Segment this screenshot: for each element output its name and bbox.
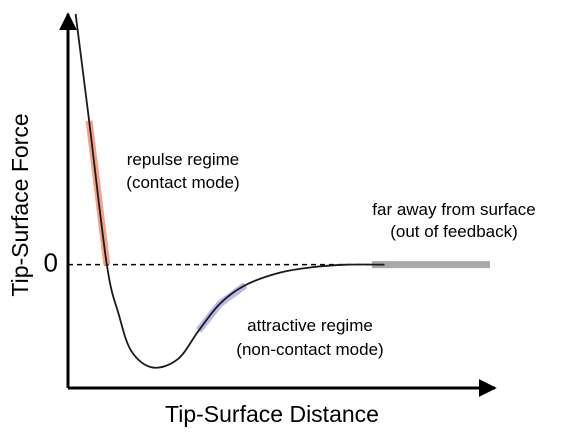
- x-axis-title: Tip-Surface Distance: [165, 401, 379, 427]
- force-curve: [74, 13, 385, 369]
- annotation-far-subtitle: (out of feedback): [390, 222, 518, 241]
- highlight-attractive-segment: [196, 282, 248, 333]
- y-axis-title: Tip-Surface Force: [7, 113, 33, 296]
- annotation-attractive-subtitle: (non-contact mode): [236, 340, 383, 359]
- annotation-attractive-title: attractive regime: [247, 316, 373, 335]
- annotation-far-title: far away from surface: [372, 200, 535, 219]
- annotation-repulse-title: repulse regime: [127, 150, 239, 169]
- y-tick-label-zero: 0: [44, 248, 58, 278]
- annotation-repulse-subtitle: (contact mode): [126, 173, 239, 192]
